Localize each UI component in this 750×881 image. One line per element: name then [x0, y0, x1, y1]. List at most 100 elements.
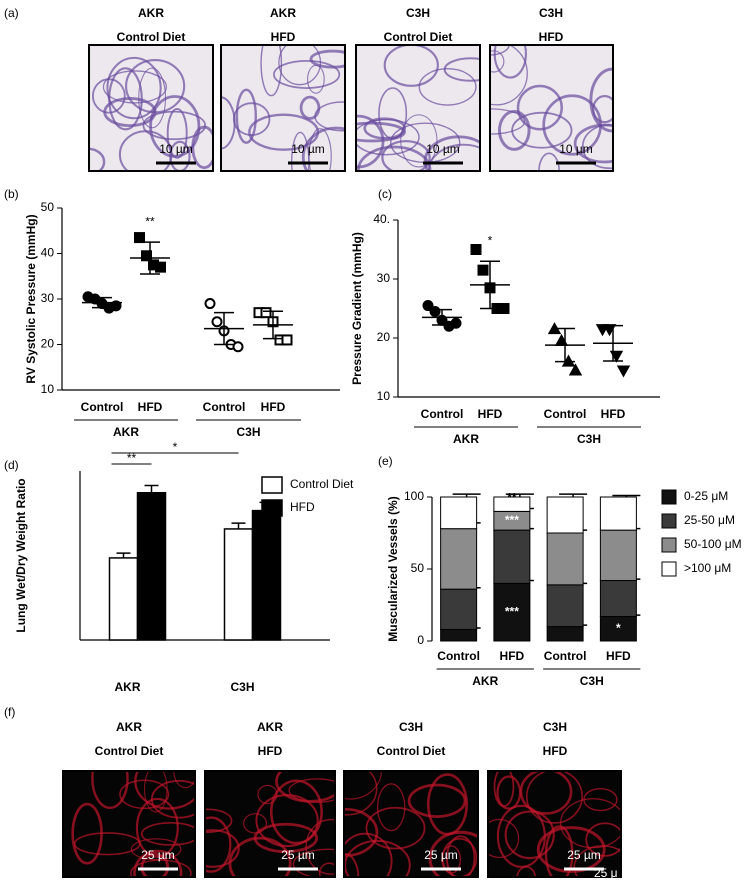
image-title: HFD — [258, 744, 283, 758]
x-tick-label: HFD — [606, 649, 631, 663]
texture — [130, 838, 182, 861]
legend-swatch — [661, 537, 677, 553]
data-point — [110, 300, 122, 312]
texture — [118, 130, 173, 172]
texture — [428, 830, 479, 878]
texture — [228, 836, 292, 878]
texture — [255, 794, 319, 848]
y-tick-label: 50 — [41, 200, 55, 214]
texture — [103, 97, 157, 128]
group-label: AKR — [113, 425, 139, 439]
legend-swatch — [661, 561, 677, 577]
y-tick-label: 40 — [41, 246, 55, 260]
panel-label: (b) — [4, 187, 19, 201]
y-tick-label: 20 — [41, 337, 55, 351]
texture — [150, 779, 196, 819]
legend-label: 25-50 μM — [684, 513, 735, 527]
texture — [581, 123, 614, 170]
significance: * — [616, 621, 621, 635]
texture — [204, 808, 233, 833]
bar — [251, 509, 282, 641]
texture — [443, 57, 481, 82]
sd-bar — [555, 327, 575, 363]
data-point — [470, 244, 482, 255]
texture — [204, 829, 240, 868]
bar-segment — [599, 496, 637, 531]
texture — [318, 862, 336, 878]
image-title: Control Diet — [384, 30, 453, 44]
texture — [355, 114, 385, 169]
data-point — [281, 334, 293, 346]
y-axis-label: Lung Wet/Dry Weight Ratio — [14, 478, 28, 632]
texture — [365, 806, 426, 850]
texture — [299, 95, 321, 120]
x-tick-label: HFD — [138, 400, 163, 414]
texture — [381, 139, 431, 172]
image-title: Control Diet — [117, 30, 186, 44]
bar — [136, 491, 167, 641]
bar-segment — [546, 584, 584, 628]
error-bar — [612, 494, 641, 497]
texture — [130, 859, 192, 878]
scale-bar-label: 10 µm — [291, 142, 325, 156]
texture — [257, 784, 278, 805]
texture — [423, 135, 481, 172]
texture — [166, 107, 188, 159]
texture — [343, 770, 378, 816]
error-bar — [505, 493, 534, 497]
legend-swatch — [261, 476, 283, 494]
texture — [91, 78, 126, 114]
bar-segment — [440, 528, 478, 590]
texture — [407, 783, 467, 818]
legend-swatch — [661, 489, 677, 505]
group-label: C3H — [577, 432, 601, 446]
x-tick-label: Control — [544, 407, 587, 421]
data-point — [477, 264, 489, 276]
image-title: Control Diet — [95, 744, 164, 758]
texture — [260, 44, 283, 97]
image-border — [489, 44, 614, 172]
group-label: AKR — [472, 674, 498, 688]
bar-segment — [493, 582, 531, 642]
data-point — [616, 365, 631, 378]
texture — [418, 68, 477, 106]
y-tick-label: 50 — [411, 561, 425, 575]
legend-swatch — [661, 513, 677, 529]
texture — [106, 56, 162, 120]
significance: ** — [145, 214, 155, 228]
image-border — [88, 44, 214, 172]
legend-label: >100 μM — [684, 561, 731, 575]
x-tick-label: C3H — [230, 680, 254, 694]
x-tick-label: Control — [421, 407, 464, 421]
significance: * — [173, 440, 178, 454]
data-point — [211, 316, 223, 328]
legend-label: Control Diet — [290, 477, 354, 491]
image-title: Control Diet — [377, 744, 446, 758]
y-tick-label: 0 — [417, 633, 424, 647]
bar — [223, 528, 254, 641]
image-title: HFD — [539, 30, 564, 44]
x-tick-label: HFD — [261, 400, 286, 414]
image-title: AKR — [138, 6, 164, 20]
texture — [102, 70, 167, 104]
texture — [525, 770, 583, 824]
significance: ** — [507, 490, 517, 504]
y-tick-label: 100 — [404, 489, 424, 503]
texture — [376, 783, 406, 832]
texture — [536, 826, 606, 873]
x-tick-label: HFD — [601, 407, 626, 421]
image-title: HFD — [271, 30, 296, 44]
sd-bar — [92, 296, 112, 309]
image-title: HFD — [543, 744, 568, 758]
bar-segment — [599, 580, 637, 618]
sd-bar — [140, 241, 160, 275]
image-title: C3H — [543, 720, 567, 734]
texture — [544, 825, 574, 878]
y-tick-label: 40. — [373, 212, 390, 226]
texture — [363, 117, 406, 140]
texture — [73, 832, 141, 856]
data-point — [134, 232, 145, 244]
image-title: AKR — [116, 720, 142, 734]
significance: *** — [505, 604, 519, 618]
texture — [489, 50, 505, 73]
